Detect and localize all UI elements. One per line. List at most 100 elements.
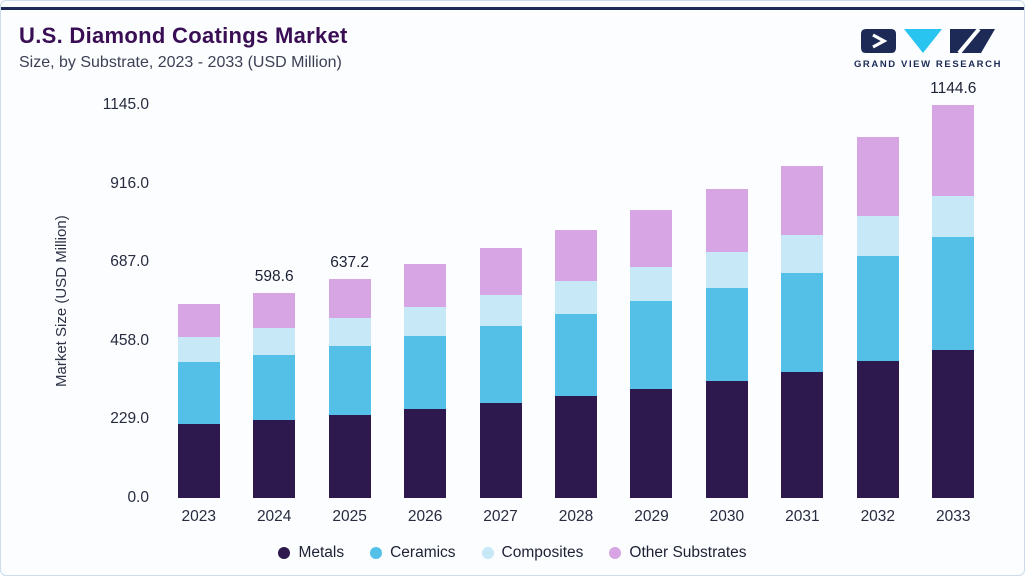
x-tick-2026: 2026 xyxy=(407,508,443,525)
bar-value-label-2025: 637.2 xyxy=(330,254,370,272)
bar-group-2025: 637.2 2025 xyxy=(312,105,387,525)
segment-other-substrates-2025 xyxy=(328,279,371,318)
segment-metals-2023 xyxy=(177,424,220,498)
segment-composites-2033 xyxy=(932,195,975,238)
grand-view-research-logo-icon xyxy=(861,27,995,55)
y-axis-ticks: 0.0 229.0 458.0 687.0 916.0 1145.0 xyxy=(71,96,149,506)
bar-stack-2028 xyxy=(554,229,597,498)
segment-ceramics-2027 xyxy=(479,325,522,404)
bar-group-2030: 2030 xyxy=(689,105,764,525)
bar-group-2027: 2027 xyxy=(463,105,538,525)
segment-other-substrates-2031 xyxy=(781,166,824,235)
x-tick-2025: 2025 xyxy=(332,508,367,525)
segment-composites-2025 xyxy=(328,317,371,346)
segment-composites-2031 xyxy=(781,234,824,273)
bar-stack-2026 xyxy=(404,264,447,498)
y-axis-title: Market Size (USD Million) xyxy=(53,215,70,388)
x-tick-2027: 2027 xyxy=(483,508,518,525)
bar-stack-2032 xyxy=(856,136,899,498)
segment-ceramics-2033 xyxy=(932,237,975,351)
y-tick-916: 916.0 xyxy=(110,174,149,192)
bar-stack-2030 xyxy=(705,189,748,498)
legend-swatch-metals xyxy=(278,547,291,559)
y-tick-1145: 1145.0 xyxy=(102,96,149,113)
segment-metals-2026 xyxy=(404,409,447,498)
x-tick-2031: 2031 xyxy=(785,508,820,525)
bar-stack-2025 xyxy=(328,279,371,498)
segment-metals-2025 xyxy=(328,414,371,498)
segment-composites-2026 xyxy=(404,306,447,337)
brand-logo: GRAND VIEW RESEARCH xyxy=(852,27,1004,70)
segment-metals-2028 xyxy=(554,396,597,498)
bar-group-2026: 2026 xyxy=(387,105,462,525)
chart-subtitle: Size, by Substrate, 2023 - 2033 (USD Mil… xyxy=(19,54,342,71)
bar-group-2029: 2029 xyxy=(614,105,689,525)
x-tick-2029: 2029 xyxy=(634,508,669,525)
legend-item-ceramics: Ceramics xyxy=(370,544,456,562)
legend: Metals Ceramics Composites Other Substrates xyxy=(1,544,1024,562)
segment-other-substrates-2030 xyxy=(705,189,748,252)
segment-metals-2029 xyxy=(630,388,673,498)
x-tick-2024: 2024 xyxy=(256,508,292,525)
bar-group-2033: 1144.6 2033 xyxy=(916,80,991,525)
bar-value-label-2033: 1144.6 xyxy=(930,80,977,98)
y-tick-458: 458.0 xyxy=(110,331,149,349)
top-accent-rule xyxy=(1,7,1024,10)
y-tick-687: 687.0 xyxy=(110,253,149,271)
legend-item-metals: Metals xyxy=(278,544,344,562)
segment-metals-2032 xyxy=(856,361,899,498)
legend-swatch-other-substrates xyxy=(609,547,622,559)
segment-ceramics-2026 xyxy=(404,336,447,410)
segment-ceramics-2029 xyxy=(630,301,673,389)
x-tick-2030: 2030 xyxy=(709,508,745,525)
segment-other-substrates-2028 xyxy=(554,229,597,282)
bar-stack-2023 xyxy=(177,304,220,498)
legend-label-metals: Metals xyxy=(298,544,345,561)
legend-swatch-composites xyxy=(481,547,494,559)
segment-composites-2024 xyxy=(253,327,296,355)
bar-group-2032: 2032 xyxy=(840,105,915,525)
x-tick-2033: 2033 xyxy=(936,508,971,525)
segment-composites-2032 xyxy=(856,216,899,256)
chart-header: U.S. Diamond Coatings Market Size, by Su… xyxy=(19,23,348,72)
bar-group-2024: 598.6 2024 xyxy=(236,105,311,525)
segment-metals-2027 xyxy=(479,403,522,498)
plot-area: 2023 598.6 2024 637.2 2025 2026 2027 2028 2029 20… xyxy=(161,80,991,525)
segment-metals-2031 xyxy=(781,371,824,498)
legend-label-other-substrates: Other Substrates xyxy=(629,544,747,561)
segment-ceramics-2031 xyxy=(781,272,824,372)
x-tick-2032: 2032 xyxy=(860,508,896,525)
segment-ceramics-2024 xyxy=(253,354,296,420)
segment-other-substrates-2029 xyxy=(630,210,673,268)
segment-other-substrates-2027 xyxy=(479,247,522,295)
segment-other-substrates-2026 xyxy=(404,264,447,307)
segment-ceramics-2032 xyxy=(856,255,899,362)
segment-metals-2024 xyxy=(253,419,296,498)
y-tick-0: 0.0 xyxy=(127,489,149,506)
segment-other-substrates-2023 xyxy=(177,304,220,337)
bar-stack-2031 xyxy=(781,166,824,498)
legend-label-ceramics: Ceramics xyxy=(390,544,456,561)
brand-name: GRAND VIEW RESEARCH xyxy=(853,59,1003,70)
segment-ceramics-2028 xyxy=(554,314,597,397)
chart-title: U.S. Diamond Coatings Market xyxy=(19,23,348,48)
legend-swatch-ceramics xyxy=(370,547,383,559)
segment-other-substrates-2033 xyxy=(932,105,975,196)
bar-stack-2029 xyxy=(630,210,673,498)
bar-stack-2033 xyxy=(932,105,975,498)
segment-ceramics-2025 xyxy=(328,345,371,415)
bar-group-2028: 2028 xyxy=(538,105,613,525)
bar-group-2031: 2031 xyxy=(765,105,840,525)
bar-stack-2024 xyxy=(253,292,296,498)
y-tick-229: 229.0 xyxy=(110,410,149,428)
legend-item-composites: Composites xyxy=(481,544,583,562)
bar-value-label-2024: 598.6 xyxy=(254,267,294,285)
bar-group-2023: 2023 xyxy=(161,105,236,525)
segment-other-substrates-2032 xyxy=(856,136,899,217)
bar-stack-2027 xyxy=(479,247,522,498)
segment-composites-2027 xyxy=(479,294,522,326)
x-tick-2023: 2023 xyxy=(181,508,216,525)
segment-composites-2028 xyxy=(554,281,597,315)
segment-metals-2030 xyxy=(705,380,748,498)
